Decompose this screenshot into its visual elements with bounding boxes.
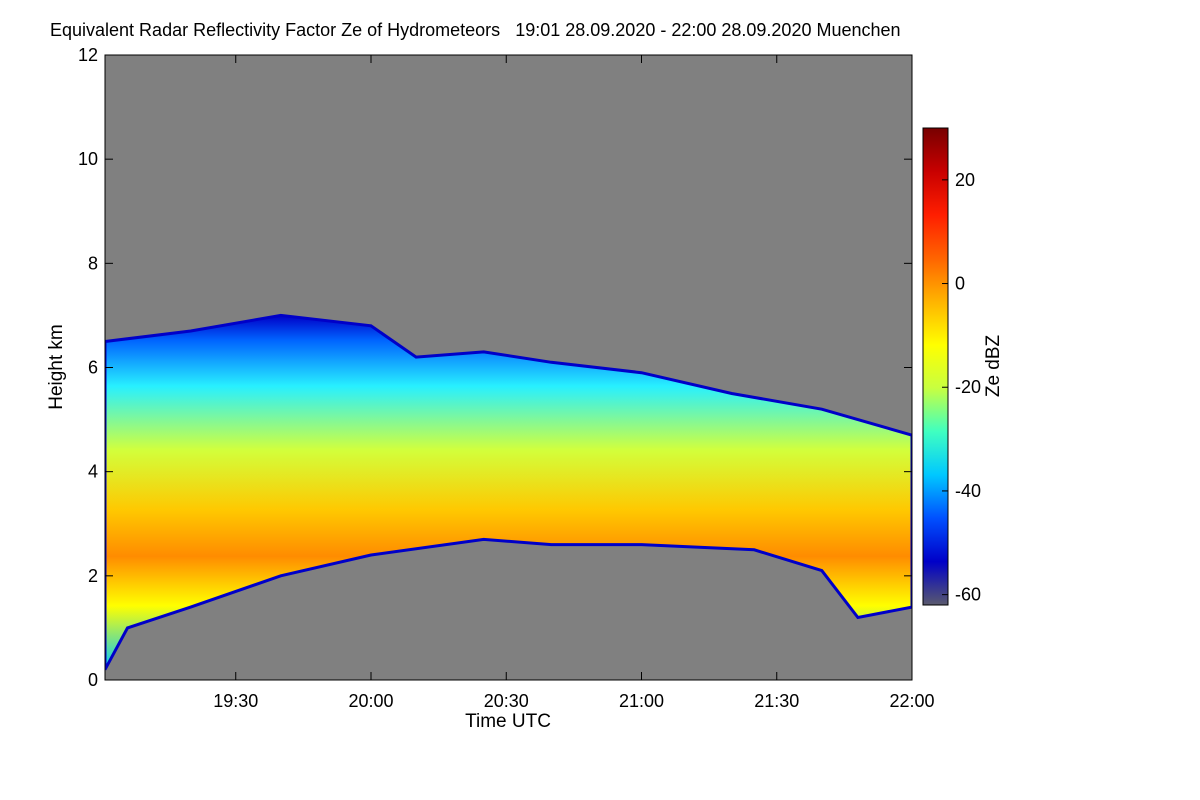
- y-tick-label: 6: [88, 358, 98, 378]
- title-text: Equivalent Radar Reflectivity Factor Ze …: [50, 20, 501, 40]
- chart-title: Equivalent Radar Reflectivity Factor Ze …: [50, 20, 901, 41]
- colorbar-label: Ze dBZ: [983, 334, 1004, 397]
- reflectivity-field: [105, 313, 912, 671]
- y-tick-label: 4: [88, 462, 98, 482]
- x-axis: 19:30 20:00 20:30 21:00 21:30 22:00: [213, 55, 935, 711]
- y-tick-label: 0: [88, 670, 98, 690]
- x-axis-label: Time UTC: [465, 711, 551, 732]
- y-tick-label: 2: [88, 566, 98, 586]
- colorbar-ticks: -60 -40 -20 0 20: [942, 170, 981, 605]
- x-tick-label: 19:30: [213, 691, 258, 711]
- y-tick-label: 8: [88, 253, 98, 273]
- time-range-text: 19:01 28.09.2020 - 22:00 28.09.2020: [515, 20, 812, 40]
- colorbar-tick-label: -20: [955, 377, 981, 397]
- y-tick-label: 10: [78, 149, 98, 169]
- y-tick-label: 12: [78, 45, 98, 65]
- y-axis-label: Height km: [46, 324, 67, 410]
- x-tick-label: 21:00: [619, 691, 664, 711]
- x-tick-label: 20:30: [484, 691, 529, 711]
- colorbar-tick-label: -60: [955, 585, 981, 605]
- colorbar-tick-label: 0: [955, 274, 965, 294]
- y-axis: 0 2 4 6 8 10 12: [78, 45, 912, 690]
- colorbar: [922, 127, 949, 606]
- colorbar-tick-label: -40: [955, 481, 981, 501]
- x-tick-label: 22:00: [889, 691, 934, 711]
- location-text: Muenchen: [816, 20, 901, 40]
- colorbar-tick-label: 20: [955, 170, 975, 190]
- x-tick-label: 20:00: [348, 691, 393, 711]
- x-tick-label: 21:30: [754, 691, 799, 711]
